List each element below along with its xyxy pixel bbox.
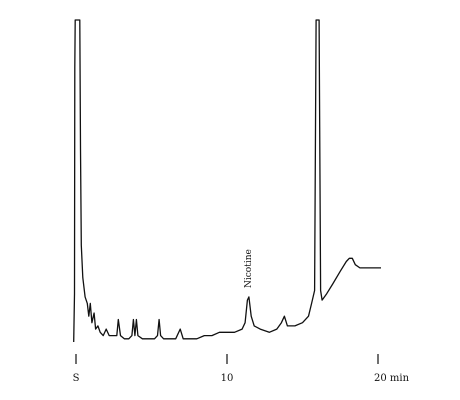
tick-label-20: 20 min — [374, 373, 410, 384]
nicotine-peak-label: Nicotine — [244, 249, 254, 288]
chromatogram-trace — [73, 19, 381, 343]
tick-label-10: 10 — [221, 373, 234, 384]
tick-label-start: S — [73, 373, 80, 384]
